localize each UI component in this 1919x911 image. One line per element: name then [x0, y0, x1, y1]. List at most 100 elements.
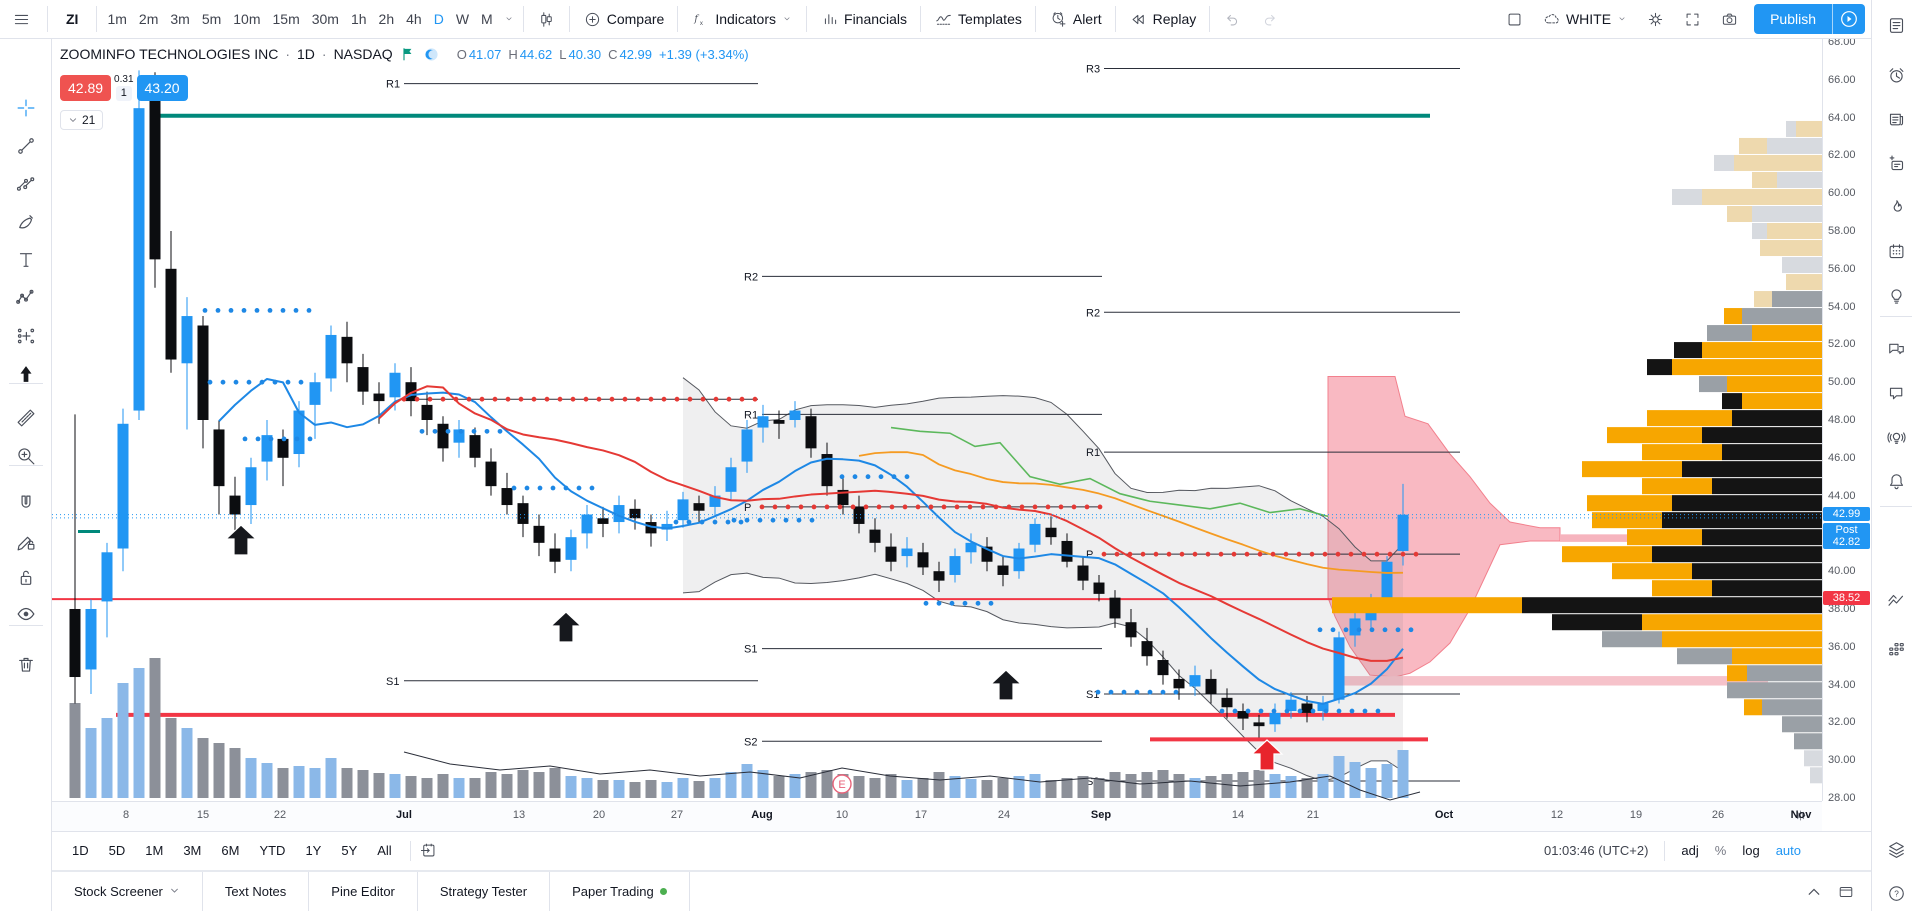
zoom-in-icon[interactable] — [7, 439, 45, 473]
symbol-search-button[interactable]: ZI — [66, 11, 79, 27]
interval-15m[interactable]: 15m — [272, 11, 300, 27]
pencil-lock-icon[interactable] — [7, 525, 45, 559]
interval-3m[interactable]: 3m — [170, 11, 190, 27]
theme-selector[interactable]: WHITE — [1533, 4, 1637, 34]
trash-icon[interactable] — [7, 647, 45, 681]
maximize-panel-icon[interactable] — [1837, 883, 1855, 901]
fullscreen-button[interactable] — [1674, 4, 1711, 34]
grid-dots-icon[interactable] — [1879, 632, 1913, 666]
tab-strategy-tester[interactable]: Strategy Tester — [418, 872, 551, 911]
price-axis[interactable]: 68.00 66.00 64.00 62.00 60.00 58.00 56.00 54.00… — [1822, 36, 1871, 804]
templates-button[interactable]: Templates — [925, 4, 1031, 34]
alert-button[interactable]: Alert — [1040, 4, 1111, 34]
arrow-up-icon[interactable] — [7, 357, 45, 391]
range-5y[interactable]: 5Y — [341, 843, 358, 858]
symbol-title[interactable]: ZOOMINFO TECHNOLOGIES INC — [60, 46, 279, 62]
publish-button[interactable]: Publish — [1754, 4, 1832, 34]
percent-scale-toggle[interactable]: % — [1714, 843, 1727, 858]
auto-scale-toggle[interactable]: auto — [1775, 843, 1801, 858]
range-1d[interactable]: 1D — [72, 843, 89, 858]
stream-icon[interactable] — [1879, 420, 1913, 454]
interval-M[interactable]: M — [481, 11, 493, 27]
pivot-label: R1 — [1086, 447, 1100, 459]
range-all[interactable]: All — [377, 843, 392, 858]
interval-4h[interactable]: 4h — [406, 11, 422, 27]
interval-menu-button[interactable] — [499, 4, 519, 34]
undo-button[interactable] — [1214, 4, 1251, 34]
flame-icon[interactable] — [1879, 190, 1913, 224]
note-plus-icon[interactable] — [1879, 146, 1913, 180]
bell-icon[interactable] — [1879, 464, 1913, 498]
arrow-up-drawing[interactable] — [989, 669, 1023, 701]
time-axis-settings-gear-icon[interactable] — [1793, 808, 1808, 828]
replay-button[interactable]: Replay — [1120, 4, 1206, 34]
trend-line-icon[interactable] — [7, 129, 45, 163]
tab-text-notes[interactable]: Text Notes — [203, 872, 310, 911]
financials-button[interactable]: Financials — [811, 4, 916, 34]
news-icon[interactable] — [1879, 102, 1913, 136]
text-tool-icon[interactable] — [7, 243, 45, 277]
calendar-icon[interactable] — [1879, 234, 1913, 268]
interval-5m[interactable]: 5m — [201, 11, 222, 27]
tab-paper-trading[interactable]: Paper Trading — [550, 872, 690, 911]
range-6m[interactable]: 6M — [221, 843, 240, 858]
go-to-date-icon[interactable] — [419, 841, 438, 860]
adjust-dividends-toggle[interactable]: adj — [1681, 843, 1699, 858]
arrow-up-drawing[interactable] — [224, 524, 258, 556]
clock-label[interactable]: 01:03:46 (UTC+2) — [1543, 843, 1649, 858]
range-ytd[interactable]: YTD — [259, 843, 286, 858]
chart-style-button[interactable] — [528, 4, 565, 34]
crosshair-icon[interactable] — [7, 91, 45, 125]
arrow-up-drawing[interactable] — [549, 611, 583, 643]
interval-D[interactable]: D — [433, 11, 444, 27]
snapshot-button[interactable] — [1711, 4, 1748, 34]
pattern-icon[interactable] — [7, 281, 45, 315]
interval-1m[interactable]: 1m — [107, 11, 127, 27]
interval-10m[interactable]: 10m — [233, 11, 261, 27]
range-1y[interactable]: 1Y — [305, 843, 322, 858]
chats-icon[interactable] — [1879, 332, 1913, 366]
publish-menu-button[interactable] — [1832, 4, 1865, 34]
eye-icon[interactable] — [7, 597, 45, 631]
list-page-icon[interactable] — [1879, 8, 1913, 42]
tab-stock-screener[interactable]: Stock Screener — [52, 872, 203, 911]
tab-pine-editor[interactable]: Pine Editor — [309, 872, 418, 911]
help-icon[interactable]: ? — [1879, 876, 1913, 910]
pivot-dot — [700, 396, 706, 402]
main-menu-button[interactable] — [0, 4, 43, 34]
bid-button[interactable]: 42.89 — [60, 74, 112, 101]
log-scale-toggle[interactable]: log — [1742, 843, 1760, 858]
brush-icon[interactable] — [7, 205, 45, 239]
interval-2m[interactable]: 2m — [138, 11, 159, 27]
layers-icon[interactable] — [1879, 832, 1913, 866]
earnings-marker[interactable] — [832, 774, 852, 794]
range-3m[interactable]: 3M — [183, 843, 202, 858]
interval-W[interactable]: W — [455, 11, 470, 27]
expand-panel-chevron-icon[interactable] — [1805, 883, 1823, 901]
redo-button[interactable] — [1251, 4, 1288, 34]
chart-settings-button[interactable] — [1637, 4, 1674, 34]
interval-30m[interactable]: 30m — [311, 11, 339, 27]
interval-1h[interactable]: 1h — [350, 11, 367, 27]
compare-button[interactable]: Compare — [574, 4, 674, 34]
indicators-collapsed-toggle[interactable]: 21 — [60, 110, 104, 130]
forecast-icon[interactable] — [7, 319, 45, 353]
time-axis[interactable]: 8 15 22 Jul 13 20 27 Aug 10 17 24 Sep 14 21 Oct 12 19 26 N… — [52, 801, 1822, 831]
ruler-icon[interactable] — [7, 401, 45, 435]
arrow-up-drawing[interactable] — [1250, 739, 1284, 771]
range-1m[interactable]: 1M — [145, 843, 164, 858]
alarm-icon[interactable] — [1879, 58, 1913, 92]
chat-icon[interactable] — [1879, 376, 1913, 410]
gann-icon[interactable] — [7, 167, 45, 201]
select-layout-button[interactable] — [1496, 4, 1533, 34]
interval-2h[interactable]: 2h — [378, 11, 395, 27]
range-5d[interactable]: 5D — [108, 843, 126, 858]
lock-open-icon[interactable] — [7, 561, 45, 595]
ask-button[interactable]: 43.20 — [136, 74, 188, 101]
bulb-icon[interactable] — [1879, 278, 1913, 312]
magnet-icon[interactable] — [7, 487, 45, 521]
zigzag-icon[interactable] — [1879, 584, 1913, 618]
chart-pane[interactable]: R1 S1 R2 R1 P S1 S2 R3 R2 R1 P S1 S2 E ZOOMINFO TECHN… — [52, 39, 1822, 801]
